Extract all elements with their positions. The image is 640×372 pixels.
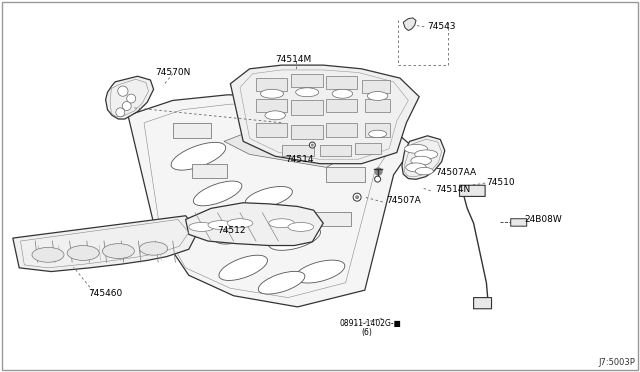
Circle shape [311,144,314,147]
Bar [282,145,314,156]
Circle shape [353,193,361,201]
Text: J7:5003P: J7:5003P [598,358,635,367]
Ellipse shape [260,89,284,98]
Bar [173,123,211,138]
Ellipse shape [32,247,64,262]
Ellipse shape [219,255,268,280]
Text: 74507A: 74507A [386,196,420,205]
Bar [256,123,287,137]
Text: 74510: 74510 [486,178,515,187]
Bar [307,126,349,142]
Ellipse shape [296,88,319,97]
Polygon shape [128,95,413,307]
Text: 74512: 74512 [218,226,246,235]
Text: 745460: 745460 [88,289,123,298]
Bar [211,208,250,223]
Bar [256,99,287,112]
Ellipse shape [193,181,242,206]
Polygon shape [403,18,416,31]
Polygon shape [13,216,198,272]
Text: (6): (6) [362,328,372,337]
Circle shape [118,86,128,96]
Ellipse shape [288,222,314,231]
Bar [355,143,381,154]
Text: 74514M: 74514M [275,55,312,64]
Bar [326,76,357,89]
Ellipse shape [411,156,431,165]
Bar [326,123,357,137]
Text: 74570N: 74570N [156,68,191,77]
Circle shape [374,176,381,182]
Ellipse shape [227,219,253,228]
Ellipse shape [171,142,226,170]
Ellipse shape [140,242,168,255]
Bar [291,74,323,87]
Polygon shape [402,136,445,179]
Circle shape [309,142,316,148]
Text: 74514N: 74514N [435,185,470,194]
Ellipse shape [214,217,266,244]
Ellipse shape [369,130,387,138]
Circle shape [127,94,136,103]
Bar [291,125,323,139]
Ellipse shape [67,246,99,260]
Ellipse shape [269,219,294,228]
FancyBboxPatch shape [511,219,527,226]
Text: 74514: 74514 [285,155,314,164]
Bar [192,164,227,178]
Ellipse shape [259,272,305,294]
Bar [365,99,390,112]
Text: 74543: 74543 [428,22,456,31]
Ellipse shape [268,226,321,250]
Ellipse shape [332,89,353,98]
Bar [256,78,287,91]
Ellipse shape [265,111,285,120]
Bar [320,145,351,156]
Bar [314,212,351,226]
Ellipse shape [245,186,292,208]
Text: 24B08W: 24B08W [525,215,563,224]
Polygon shape [224,134,339,167]
Ellipse shape [415,167,433,175]
Bar [362,80,390,93]
Circle shape [355,195,359,199]
Bar [291,100,323,115]
Circle shape [122,102,131,110]
Ellipse shape [208,221,234,230]
FancyBboxPatch shape [460,185,485,196]
Circle shape [116,108,125,117]
Polygon shape [230,65,419,164]
Ellipse shape [295,260,345,283]
Polygon shape [186,203,323,246]
Ellipse shape [415,150,438,159]
Ellipse shape [367,92,388,100]
Ellipse shape [102,244,134,259]
Ellipse shape [406,163,426,172]
Bar [365,123,390,137]
FancyBboxPatch shape [474,298,492,309]
Ellipse shape [189,222,214,231]
Bar [326,167,365,182]
Text: 08911-1402G-■: 08911-1402G-■ [339,319,401,328]
Ellipse shape [404,144,428,153]
Text: 74507AA: 74507AA [435,169,476,177]
Polygon shape [106,76,154,119]
Bar [326,99,357,112]
